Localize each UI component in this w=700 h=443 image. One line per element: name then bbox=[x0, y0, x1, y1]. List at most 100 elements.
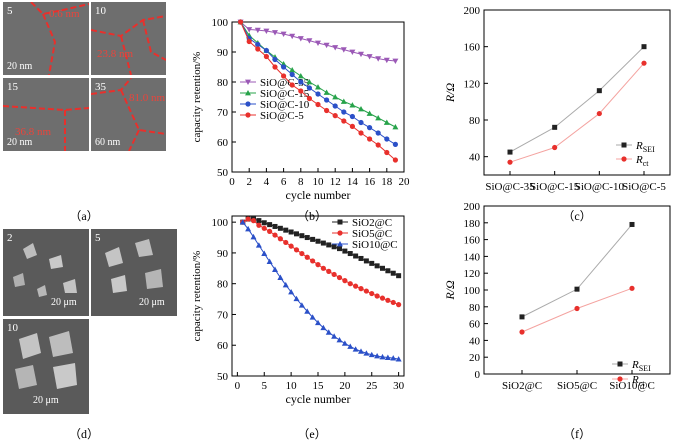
data-point bbox=[358, 348, 364, 354]
scale-label: 20 μm bbox=[51, 297, 77, 308]
micrograph-label: 10 bbox=[95, 5, 106, 17]
data-point bbox=[326, 242, 332, 248]
data-point bbox=[306, 38, 313, 44]
data-point bbox=[315, 319, 321, 326]
series-line bbox=[521, 224, 633, 318]
data-point bbox=[256, 222, 262, 228]
data-point bbox=[299, 233, 305, 239]
data-point bbox=[336, 337, 343, 343]
data-point bbox=[349, 49, 356, 55]
data-point bbox=[342, 278, 348, 284]
data-point bbox=[289, 82, 295, 88]
data-point bbox=[366, 110, 373, 116]
boundary-lines bbox=[91, 78, 166, 151]
caption-f: （f） bbox=[563, 427, 591, 441]
particles bbox=[13, 243, 77, 297]
data-point bbox=[263, 28, 270, 34]
data-point bbox=[363, 288, 369, 294]
legend-marker bbox=[617, 376, 623, 382]
x-tick-label: 18 bbox=[381, 176, 393, 188]
data-point bbox=[374, 293, 380, 299]
data-point bbox=[283, 227, 289, 233]
data-point bbox=[297, 36, 304, 42]
data-point bbox=[392, 157, 398, 163]
data-point bbox=[272, 232, 278, 238]
y-tick-label: 80 bbox=[217, 77, 229, 89]
data-point bbox=[629, 285, 635, 291]
legend-marker bbox=[245, 101, 251, 107]
legend-label: SiO10@C bbox=[352, 239, 398, 251]
data-point bbox=[392, 58, 399, 64]
data-point bbox=[349, 113, 355, 120]
y-tick-label: 120 bbox=[464, 268, 481, 280]
data-point bbox=[304, 308, 311, 314]
y-tick-label: 160 bbox=[464, 42, 481, 54]
micrograph-a-4: 35 81.0 nm 60 nm bbox=[91, 78, 166, 151]
data-point bbox=[261, 250, 268, 256]
y-tick-label: 60 bbox=[469, 319, 481, 331]
data-point bbox=[324, 107, 330, 114]
data-point bbox=[392, 124, 399, 130]
data-point bbox=[358, 255, 364, 261]
x-tick-label: 15 bbox=[313, 380, 325, 392]
data-point bbox=[353, 283, 359, 289]
y-tick-label: 40 bbox=[469, 152, 481, 164]
caption-b: （b） bbox=[296, 209, 327, 223]
legend-marker bbox=[245, 79, 251, 85]
data-point bbox=[363, 350, 370, 356]
micrograph-label: 5 bbox=[95, 232, 101, 244]
data-point bbox=[358, 286, 364, 292]
legend-label: SiO@C-5 bbox=[260, 110, 304, 122]
y-tick-label: 200 bbox=[464, 5, 481, 17]
data-point bbox=[519, 329, 525, 335]
y-tick-label: 200 bbox=[464, 201, 481, 213]
scale-label: 60 nm bbox=[95, 137, 121, 148]
data-point bbox=[574, 286, 580, 292]
data-point bbox=[325, 329, 332, 335]
legend-label: SiO5@C bbox=[352, 228, 392, 240]
data-point bbox=[379, 295, 386, 301]
data-point bbox=[341, 118, 347, 124]
data-point bbox=[363, 258, 369, 264]
micrograph-d-2: 5 20 μm bbox=[91, 229, 177, 316]
legend-marker bbox=[245, 112, 251, 118]
legend-label: Rct bbox=[631, 374, 645, 388]
data-point bbox=[384, 149, 390, 156]
data-point bbox=[374, 263, 380, 269]
data-point bbox=[306, 85, 312, 91]
data-point bbox=[288, 229, 294, 235]
data-point bbox=[349, 123, 355, 129]
data-point bbox=[277, 274, 284, 280]
data-point bbox=[375, 130, 381, 136]
x-tick-label: 10 bbox=[286, 380, 298, 392]
y-tick-label: 80 bbox=[217, 279, 229, 291]
data-point bbox=[245, 216, 251, 222]
x-axis-label: cycle number bbox=[286, 392, 351, 406]
data-point bbox=[353, 253, 359, 259]
y-tick-label: 140 bbox=[464, 251, 481, 263]
data-point bbox=[358, 130, 364, 136]
y-tick-label: 70 bbox=[217, 107, 229, 119]
legend-label: SiO2@C bbox=[352, 217, 392, 229]
legend-label: Rct bbox=[635, 154, 649, 168]
x-tick-label: 2 bbox=[246, 176, 252, 188]
particles bbox=[105, 239, 163, 293]
y-axis-label: R/Ω bbox=[443, 280, 457, 301]
y-tick-label: 100 bbox=[212, 17, 229, 29]
caption-a: （a） bbox=[69, 209, 99, 223]
y-tick-label: 50 bbox=[217, 167, 229, 179]
y-axis-label: R/Ω bbox=[443, 83, 457, 104]
x-tick-label: SiO@C-5 bbox=[622, 181, 666, 193]
data-point bbox=[507, 149, 513, 155]
data-point bbox=[255, 41, 261, 48]
x-tick-label: 14 bbox=[347, 176, 359, 188]
boundary-lines bbox=[3, 105, 89, 151]
micrograph-label: 15 bbox=[7, 81, 18, 93]
data-point bbox=[384, 354, 391, 360]
data-point bbox=[337, 246, 342, 252]
data-point bbox=[395, 356, 402, 362]
data-point bbox=[392, 141, 398, 147]
data-point bbox=[331, 333, 338, 339]
data-point bbox=[390, 355, 397, 361]
data-point bbox=[266, 258, 273, 264]
